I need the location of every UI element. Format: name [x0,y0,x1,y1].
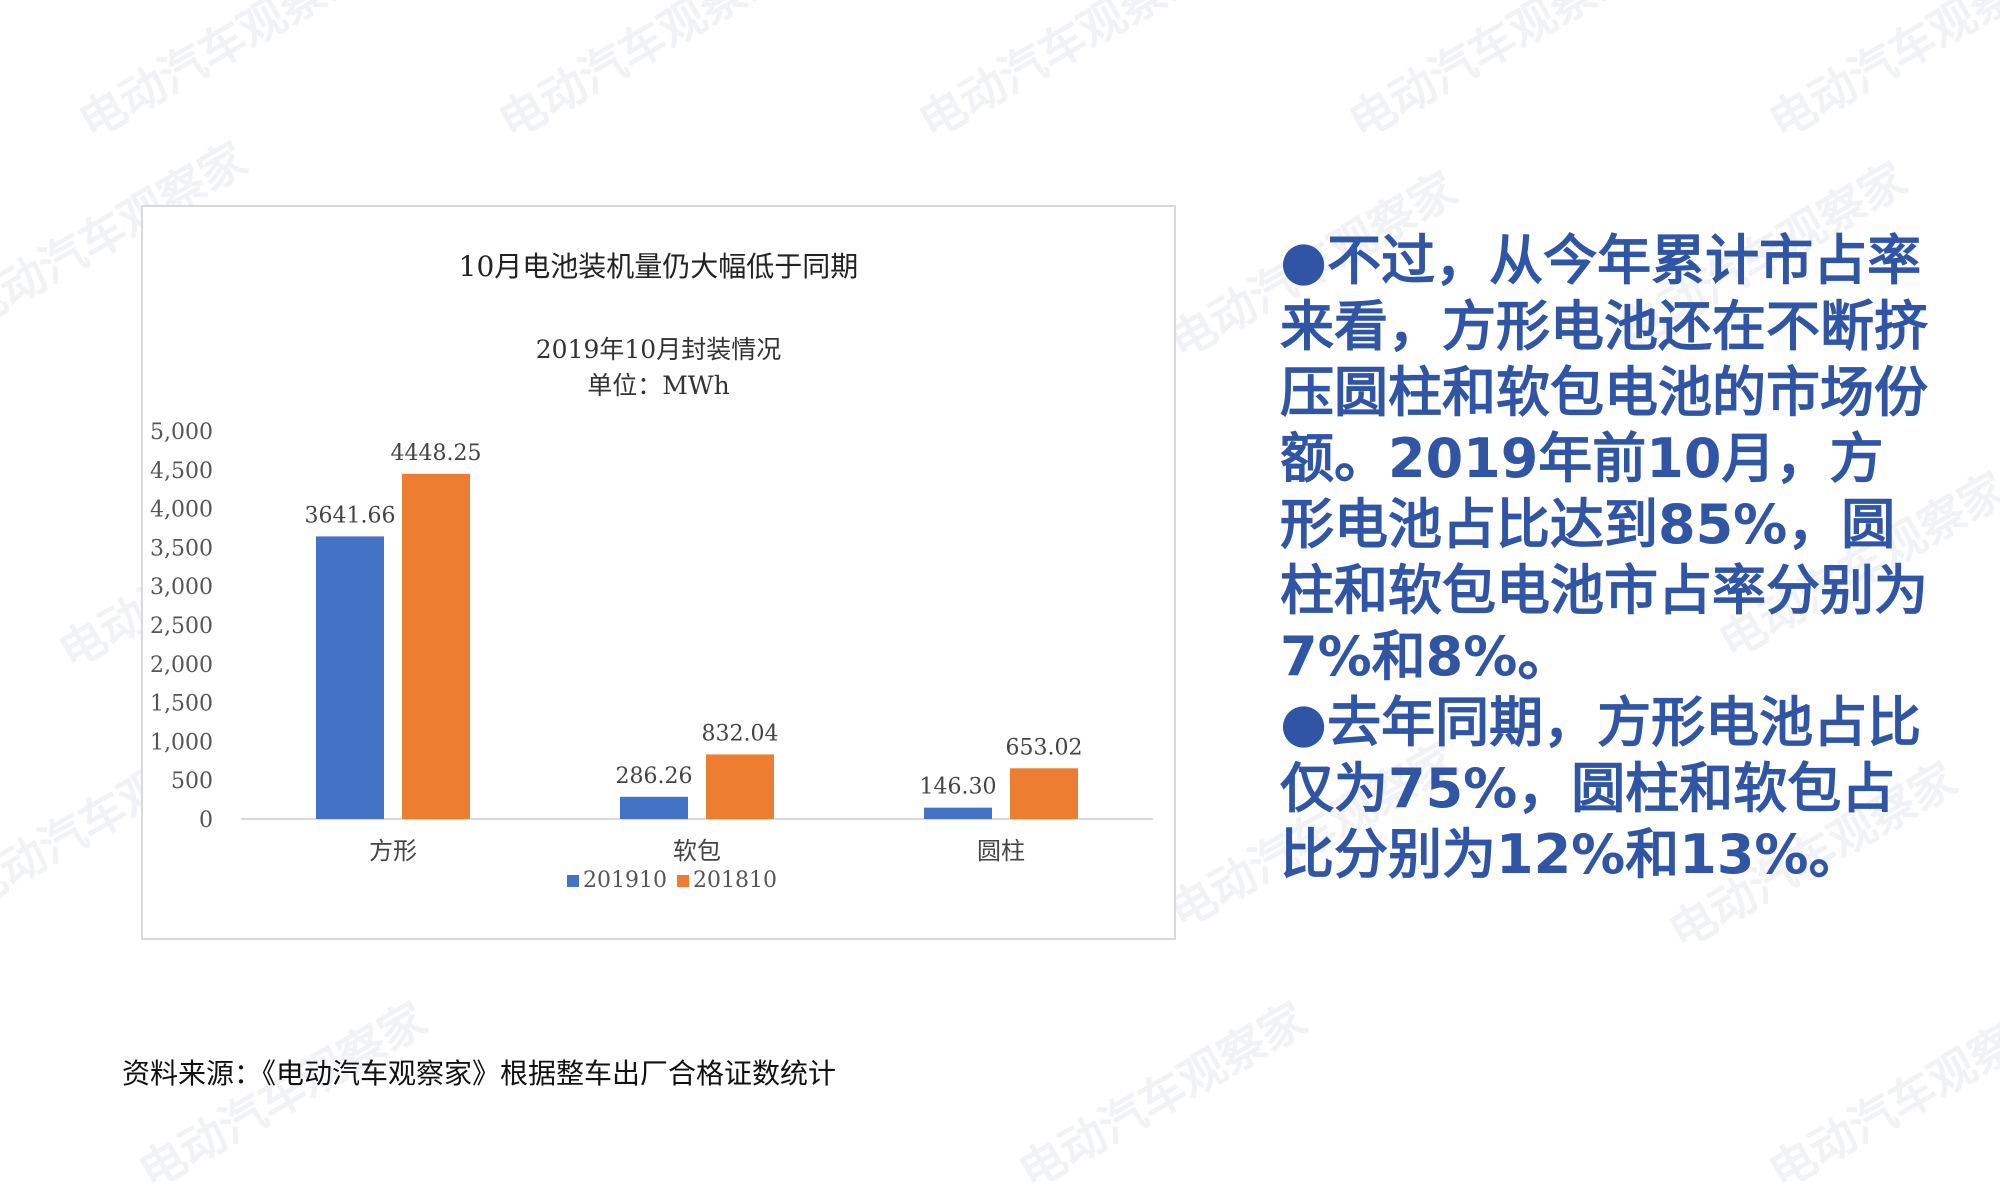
bar-chart: 0 500 1,000 1,500 2,000 2,500 3,000 3,500 4,000 4… [150,420,1153,893]
y-tick-label: 2,500 [150,614,213,639]
category-label: 软包 [673,837,721,865]
commentary-paragraph-1: ●不过，从今年累计市占率来看，方形电池还在不断挤压圆柱和软包电池的市场份额。20… [1280,229,1928,688]
data-label: 4448.25 [391,441,482,466]
y-tick-label: 0 [199,808,213,833]
chart-subtitle: 2019年10月封装情况 [535,335,782,364]
watermark: 电动汽车观察家 [1759,0,2000,150]
legend-label: 201810 [693,868,777,893]
chart-title: 10月电池装机量仍大幅低于同期 [458,250,859,283]
category-label: 圆柱 [977,837,1025,865]
watermark: 电动汽车观察家 [909,0,1216,150]
legend-label: 201910 [583,868,667,893]
watermark: 电动汽车观察家 [1759,991,2000,1200]
data-label: 653.02 [1006,735,1083,760]
y-tick-label: 3,000 [150,575,213,600]
bar-201810 [402,473,470,819]
watermark: 电动汽车观察家 [129,991,436,1200]
data-label: 3641.66 [305,503,396,528]
bar-201810 [1010,768,1078,819]
bar-201910 [316,536,384,819]
y-tick-label: 500 [171,769,213,794]
y-tick-label: 2,000 [150,653,213,678]
bar-201910 [924,807,992,819]
data-label: 146.30 [920,775,997,800]
chart-container: 10月电池装机量仍大幅低于同期 2019年10月封装情况 单位：MWh 0 500… [141,205,1176,940]
watermark: 电动汽车观察家 [489,0,796,150]
y-tick-label: 3,500 [150,536,213,561]
source-note: 资料来源：《电动汽车观察家》根据整车出厂合格证数统计 [122,1057,837,1090]
chart-unit: 单位：MWh [587,371,730,400]
legend-swatch [677,875,689,887]
watermark: 电动汽车观察家 [1339,0,1646,150]
y-tick-label: 4,000 [150,498,213,523]
data-label: 286.26 [616,764,693,789]
commentary-paragraph-2: ●去年同期，方形电池占比仅为75%，圆柱和软包占比分别为12%和13%。 [1280,691,1922,886]
legend-swatch [567,875,579,887]
chart-subtitle-block: 2019年10月封装情况 单位：MWh [143,332,1174,404]
watermark: 电动汽车观察家 [1009,991,1316,1200]
watermark: 电动汽车观察家 [69,0,376,150]
bar-201810 [706,754,774,819]
y-tick-label: 1,500 [150,692,213,717]
right-commentary: ●不过，从今年累计市占率来看，方形电池还在不断挤压圆柱和软包电池的市场份额。20… [1280,228,1930,888]
y-tick-label: 5,000 [150,420,213,445]
data-label: 832.04 [702,721,779,746]
category-label: 方形 [369,837,417,865]
y-tick-label: 4,500 [150,459,213,484]
bar-201910 [620,796,688,819]
y-tick-label: 1,000 [150,730,213,755]
